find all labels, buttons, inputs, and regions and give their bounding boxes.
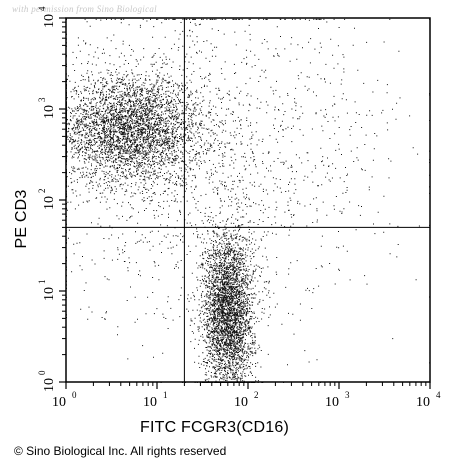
- x-tick-label-base: 10: [416, 395, 430, 410]
- y-tick-label-base: 10: [42, 287, 57, 301]
- x-tick-label-exponent: 2: [254, 390, 259, 400]
- x-tick-label-exponent: 3: [345, 390, 350, 400]
- x-tick-label-exponent: 0: [72, 390, 77, 400]
- x-tick-label-base: 10: [52, 395, 66, 410]
- y-tick-label: 10 3: [37, 97, 57, 119]
- x-tick-label-exponent: 4: [436, 390, 441, 400]
- event-dot-cloud: [66, 18, 431, 384]
- y-tick-label: 102: [37, 189, 57, 211]
- event-dots: [66, 18, 431, 384]
- y-tick-label-exponent: 4: [37, 6, 47, 11]
- x-axis-ticks: 10 0 10 1 10 2 10 3 10 4: [52, 382, 441, 410]
- y-tick-label-base: 10: [42, 378, 57, 392]
- watermark-text: with permission from Sino Biological: [12, 4, 157, 14]
- y-tick-label: 101: [37, 280, 57, 302]
- y-tick-label-base: 10: [42, 196, 57, 210]
- y-tick-label-exponent: 0: [37, 370, 47, 375]
- x-tick-label-base: 10: [143, 395, 157, 410]
- x-axis-label: FITC FCGR3(CD16): [140, 419, 289, 436]
- y-tick-label-exponent: 1: [37, 280, 47, 285]
- y-tick-label: 10 0: [37, 370, 57, 392]
- x-tick-label-exponent: 1: [163, 390, 168, 400]
- x-tick-label-base: 10: [325, 395, 339, 410]
- y-tick-label-base: 10: [42, 14, 57, 28]
- y-tick-label: 10 4: [37, 6, 57, 28]
- copyright-notice: © Sino Biological Inc. All rights reserv…: [14, 444, 227, 458]
- y-axis-label: PE CD3: [13, 189, 30, 249]
- y-tick-label-exponent: 2: [37, 189, 47, 194]
- y-tick-label-exponent: 3: [37, 97, 47, 102]
- x-tick-label-base: 10: [234, 395, 248, 410]
- y-tick-label-base: 10: [42, 105, 57, 119]
